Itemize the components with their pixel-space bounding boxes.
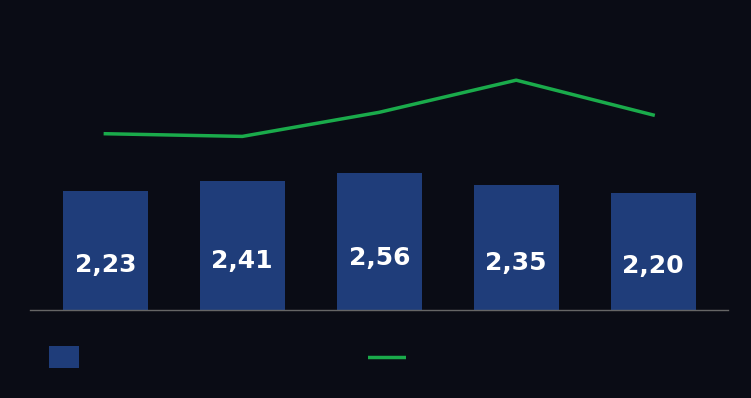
Text: 2,23: 2,23 xyxy=(74,253,136,277)
Text: 2,20: 2,20 xyxy=(623,254,684,278)
Text: 2,35: 2,35 xyxy=(485,251,547,275)
Bar xyxy=(474,185,559,310)
Bar xyxy=(611,193,695,310)
Text: 2,56: 2,56 xyxy=(348,246,410,270)
Bar xyxy=(336,174,422,310)
Bar xyxy=(63,191,148,310)
Text: 2,41: 2,41 xyxy=(212,250,273,273)
Bar xyxy=(200,181,285,310)
